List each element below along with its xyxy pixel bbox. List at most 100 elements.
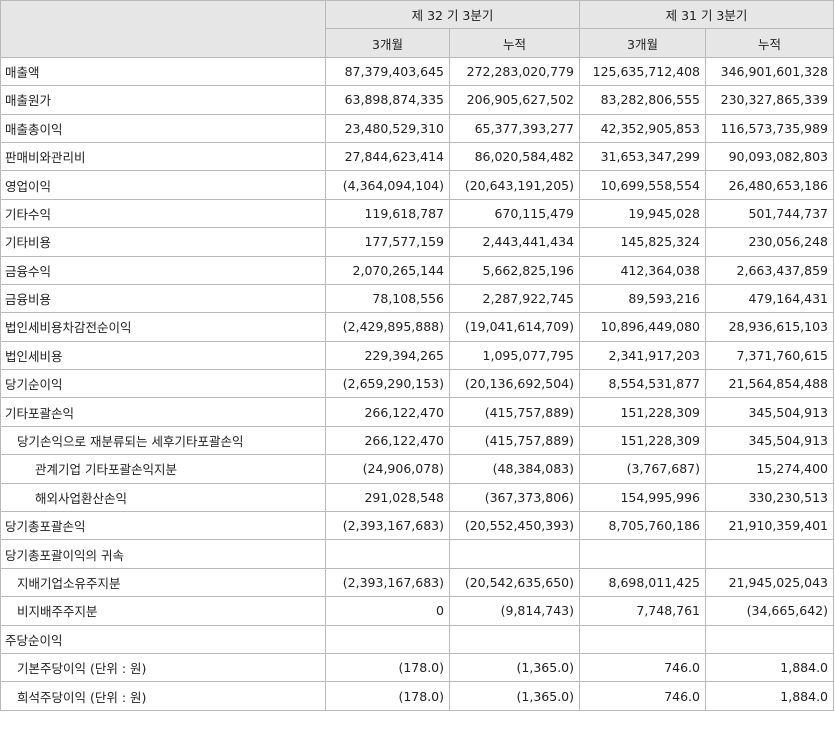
table-row: 해외사업환산손익 291,028,548 (367,373,806) 154,995,… (0, 482, 834, 513)
prior-cumulative-value: 345,504,913 (705, 425, 834, 456)
current-cumulative-value: 1,095,077,795 (449, 340, 580, 371)
row-label: 기본주당이익 (단위 : 원) (0, 652, 326, 683)
prior-3m-value (579, 624, 706, 654)
prior-cumulative-value: 28,936,615,103 (705, 312, 834, 342)
current-3m-value: (178.0) (325, 652, 450, 683)
row-label: 지배기업소유주지분 (0, 567, 326, 598)
table-row: 기타포괄손익 266,122,470 (415,757,889) 151,228,30… (0, 397, 834, 427)
current-3m-value: 266,122,470 (325, 425, 450, 456)
prior-3m-value: 19,945,028 (579, 198, 706, 229)
current-3m-value (325, 539, 450, 569)
table-row: 희석주당이익 (단위 : 원) (178.0) (1,365.0) 746.0 1,88… (0, 681, 834, 711)
table-row: 법인세비용 229,394,265 1,095,077,795 2,341,917,2… (0, 340, 834, 371)
prior-3m-value: 154,995,996 (579, 482, 706, 513)
current-cumulative-value: (415,757,889) (449, 425, 580, 456)
prior-3m-value: 7,748,761 (579, 596, 706, 626)
prior-cumulative-value: 116,573,735,989 (705, 113, 834, 143)
row-label: 기타포괄손익 (0, 397, 326, 427)
prior-3m-value: 89,593,216 (579, 283, 706, 314)
prior-cumulative-value: 230,327,865,339 (705, 85, 834, 115)
row-label: 해외사업환산손익 (0, 482, 326, 513)
table-row: 지배기업소유주지분 (2,393,167,683) (20,542,635,650)… (0, 567, 834, 598)
current-cumulative-value: (19,041,614,709) (449, 312, 580, 342)
table-row: 매출액 87,379,403,645 272,283,020,779 125,635,… (0, 56, 834, 87)
current-cumulative-value: 2,443,441,434 (449, 227, 580, 257)
current-cumulative-value (449, 624, 580, 654)
income-statement-table: 제 32 기 3분기 제 31 기 3분기 3개월 누적 3개월 누적 매출액 8… (0, 0, 834, 711)
table-row: 영업이익 (4,364,094,104) (20,643,191,205) 10,69… (0, 170, 834, 200)
prior-cumulative-value: 21,564,854,488 (705, 369, 834, 399)
row-label: 판매비와관리비 (0, 141, 326, 172)
prior-3m-value: 125,635,712,408 (579, 56, 706, 87)
table-row: 관계기업 기타포괄손익지분 (24,906,078) (48,384,083) (3,… (0, 454, 834, 484)
current-cumulative-value: 2,287,922,745 (449, 283, 580, 314)
row-label: 법인세비용 (0, 340, 326, 371)
table-row: 비지배주주지분 0 (9,814,743) 7,748,761 (34,665,642) (0, 596, 834, 626)
table-row: 당기총포괄이익의 귀속 (0, 539, 834, 569)
row-label: 비지배주주지분 (0, 596, 326, 626)
prior-3m-value: 83,282,806,555 (579, 85, 706, 115)
header-current-cumulative: 누적 (449, 28, 580, 58)
prior-cumulative-value: 501,744,737 (705, 198, 834, 229)
table-row: 금융비용 78,108,556 2,287,922,745 89,593,216 479… (0, 283, 834, 314)
prior-3m-value: 10,699,558,554 (579, 170, 706, 200)
current-3m-value: (4,364,094,104) (325, 170, 450, 200)
prior-cumulative-value: 346,901,601,328 (705, 56, 834, 87)
row-label: 매출액 (0, 56, 326, 87)
current-cumulative-value: (415,757,889) (449, 397, 580, 427)
current-3m-value: 119,618,787 (325, 198, 450, 229)
current-cumulative-value: (20,136,692,504) (449, 369, 580, 399)
current-cumulative-value: (367,373,806) (449, 482, 580, 513)
current-cumulative-value: (9,814,743) (449, 596, 580, 626)
row-label: 당기총포괄손익 (0, 511, 326, 541)
current-3m-value: (2,429,895,888) (325, 312, 450, 342)
current-cumulative-value: 86,020,584,482 (449, 141, 580, 172)
current-3m-value: (2,393,167,683) (325, 511, 450, 541)
row-label: 영업이익 (0, 170, 326, 200)
prior-3m-value: 145,825,324 (579, 227, 706, 257)
prior-cumulative-value: 2,663,437,859 (705, 255, 834, 285)
row-label: 매출총이익 (0, 113, 326, 143)
table-body: 매출액 87,379,403,645 272,283,020,779 125,635,… (0, 56, 834, 711)
current-3m-value: 87,379,403,645 (325, 56, 450, 87)
row-label: 법인세비용차감전순이익 (0, 312, 326, 342)
prior-3m-value: (3,767,687) (579, 454, 706, 484)
current-3m-value: (178.0) (325, 681, 450, 711)
prior-3m-value: 8,554,531,877 (579, 369, 706, 399)
current-3m-value: 177,577,159 (325, 227, 450, 257)
current-3m-value: 291,028,548 (325, 482, 450, 513)
current-cumulative-value: (20,643,191,205) (449, 170, 580, 200)
prior-cumulative-value: 1,884.0 (705, 681, 834, 711)
current-cumulative-value: 5,662,825,196 (449, 255, 580, 285)
prior-cumulative-value: 345,504,913 (705, 397, 834, 427)
current-cumulative-value: (1,365.0) (449, 652, 580, 683)
table-row: 기타수익 119,618,787 670,115,479 19,945,028 501,… (0, 198, 834, 229)
row-label: 금융비용 (0, 283, 326, 314)
header-period-current: 제 32 기 3분기 (325, 0, 580, 30)
current-3m-value: 63,898,874,335 (325, 85, 450, 115)
current-cumulative-value: (1,365.0) (449, 681, 580, 711)
prior-cumulative-value: 90,093,082,803 (705, 141, 834, 172)
header-current-3m: 3개월 (325, 28, 450, 58)
table-row: 금융수익 2,070,265,144 5,662,825,196 412,364,03… (0, 255, 834, 285)
header-row-subperiods: 3개월 누적 3개월 누적 (1, 28, 834, 58)
prior-cumulative-value (705, 624, 834, 654)
row-label: 매출원가 (0, 85, 326, 115)
table-row: 법인세비용차감전순이익 (2,429,895,888) (19,041,614,70… (0, 312, 834, 342)
row-label: 희석주당이익 (단위 : 원) (0, 681, 326, 711)
row-label: 관계기업 기타포괄손익지분 (0, 454, 326, 484)
header-row-periods: 제 32 기 3분기 제 31 기 3분기 (0, 0, 834, 58)
row-label: 금융수익 (0, 255, 326, 285)
table-row: 매출총이익 23,480,529,310 65,377,393,277 42,352,… (0, 113, 834, 143)
table-row: 당기손익으로 재분류되는 세후기타포괄손익 266,122,470 (415,757… (0, 425, 834, 456)
prior-cumulative-value: (34,665,642) (705, 596, 834, 626)
current-cumulative-value: 206,905,627,502 (449, 85, 580, 115)
header-item-blank (0, 0, 326, 58)
table-row: 판매비와관리비 27,844,623,414 86,020,584,482 31,65… (0, 141, 834, 172)
prior-3m-value: 8,705,760,186 (579, 511, 706, 541)
prior-cumulative-value: 21,945,025,043 (705, 567, 834, 598)
current-cumulative-value: 670,115,479 (449, 198, 580, 229)
table-row: 기타비용 177,577,159 2,443,441,434 145,825,324 2… (0, 227, 834, 257)
current-3m-value: 78,108,556 (325, 283, 450, 314)
header-period-prior: 제 31 기 3분기 (579, 0, 834, 30)
